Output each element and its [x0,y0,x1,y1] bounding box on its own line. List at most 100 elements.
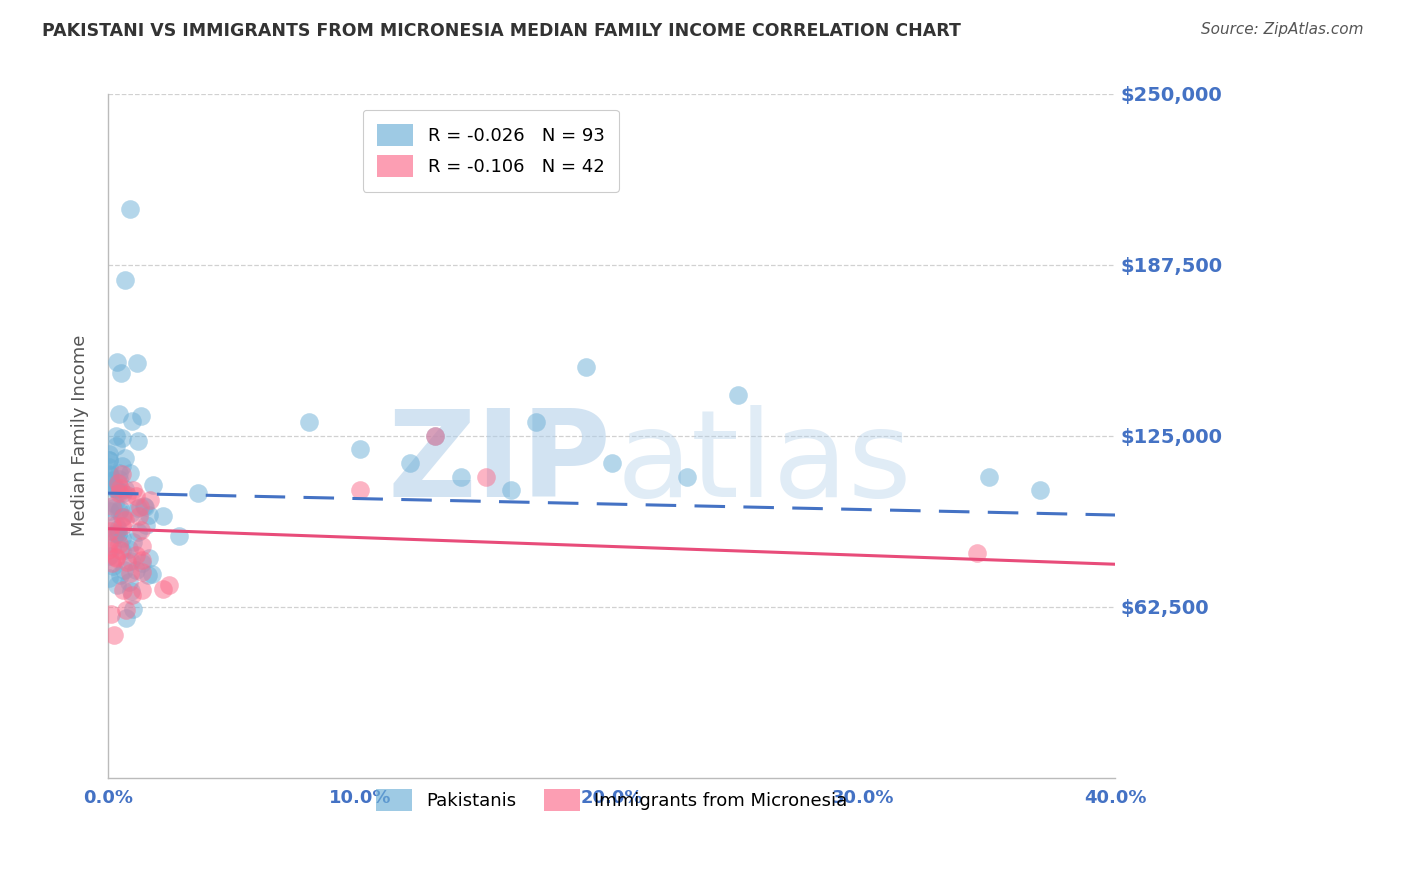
Point [120,566,142,580]
Point [139,492,162,507]
Point [129,523,152,537]
Point [111,544,134,558]
Point [105,550,128,565]
Point [114,482,136,496]
Point [138,551,160,566]
Point [120,506,142,520]
Point [104,497,127,511]
Point [425,428,447,442]
Point [111,531,134,545]
Point [97,543,120,558]
Text: PAKISTANI VS IMMIGRANTS FROM MICRONESIA MEDIAN FAMILY INCOME CORRELATION CHART: PAKISTANI VS IMMIGRANTS FROM MICRONESIA … [42,22,962,40]
Point [97,571,120,585]
Point [101,473,124,487]
Point [111,519,134,533]
Point [117,541,139,556]
Point [127,500,149,515]
Point [105,482,128,496]
Point [600,456,623,470]
Point [108,466,131,480]
Point [101,540,124,554]
Y-axis label: Median Family Income: Median Family Income [72,335,89,536]
Point [152,582,174,597]
Point [97,452,120,467]
Point [125,489,148,503]
Legend: Pakistanis, Immigrants from Micronesia: Pakistanis, Immigrants from Micronesia [363,776,860,823]
Point [114,610,136,624]
Text: ZIP: ZIP [388,405,612,522]
Point [187,486,209,500]
Point [101,517,124,532]
Point [125,563,148,577]
Point [122,483,145,498]
Point [108,542,131,557]
Point [110,366,132,380]
Point [128,500,150,515]
Point [132,499,155,513]
Point [108,473,131,487]
Point [111,509,134,524]
Point [979,469,1001,483]
Point [136,568,159,582]
Point [107,476,129,491]
Point [118,466,141,480]
Point [129,409,152,424]
Point [105,355,128,369]
Point [104,481,127,495]
Point [111,485,134,500]
Point [152,508,174,523]
Point [349,483,371,498]
Point [127,434,149,448]
Point [141,566,163,581]
Point [450,469,472,483]
Point [575,360,598,375]
Point [118,202,141,216]
Point [100,474,122,488]
Point [107,522,129,536]
Point [108,536,131,550]
Point [120,554,142,568]
Point [114,451,136,466]
Point [138,508,160,522]
Point [107,527,129,541]
Point [499,483,522,498]
Point [676,469,699,483]
Point [127,524,149,539]
Point [103,628,125,642]
Point [111,582,134,597]
Point [114,273,136,287]
Point [131,539,153,553]
Point [100,607,122,621]
Point [98,446,121,460]
Point [135,518,157,533]
Point [111,458,134,473]
Point [120,584,142,599]
Point [100,556,122,570]
Point [111,467,134,482]
Point [107,504,129,518]
Point [101,501,124,516]
Point [105,428,128,442]
Point [121,534,143,549]
Point [105,439,128,453]
Point [1029,483,1052,498]
Point [524,415,547,429]
Point [115,603,138,617]
Point [425,428,447,442]
Point [121,414,143,428]
Point [104,517,127,532]
Text: Source: ZipAtlas.com: Source: ZipAtlas.com [1201,22,1364,37]
Point [104,551,127,566]
Point [124,548,146,562]
Point [121,589,143,603]
Point [112,510,135,524]
Point [122,601,145,615]
Point [157,578,180,592]
Point [97,549,120,564]
Point [298,415,321,429]
Point [105,578,128,592]
Point [108,486,131,500]
Point [167,529,190,543]
Point [97,453,120,467]
Point [98,467,121,482]
